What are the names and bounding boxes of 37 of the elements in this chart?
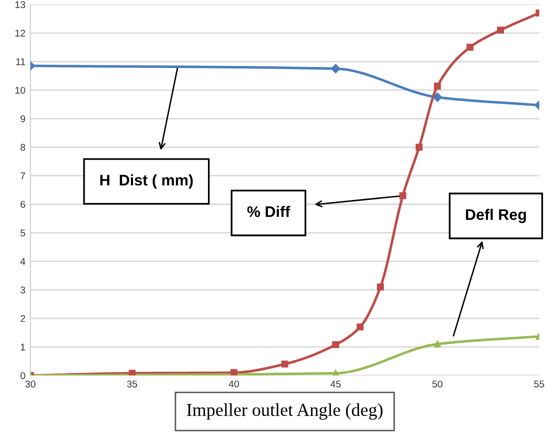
point (356, 323, 364, 330)
point (332, 370, 340, 376)
point (466, 44, 474, 51)
y-tick-label: 9 (20, 115, 26, 122)
y-tick-label: 12 (15, 30, 26, 37)
x-tick-label: 30 (25, 380, 36, 388)
annotation: H Dist ( mm) (100, 174, 193, 189)
y-tick-label: 1 (20, 344, 26, 350)
y-tick-label: 4 (20, 258, 26, 265)
point (281, 360, 288, 368)
point (332, 341, 340, 348)
y-tick-label: 2 (20, 315, 26, 322)
point (399, 192, 406, 200)
x-tick-label: 40 (228, 380, 239, 388)
y-tick-label: 0 (20, 372, 26, 380)
annotation: Defl Reg (466, 208, 526, 224)
point (230, 369, 238, 376)
y-tick-label: 7 (20, 172, 26, 180)
point (376, 284, 384, 290)
point (128, 370, 136, 376)
point (497, 26, 504, 34)
y-tick-label: 8 (20, 144, 26, 151)
y-tick-label: 13 (15, 1, 26, 8)
y-tick-label: 10 (15, 86, 26, 94)
y-tick-label: 11 (16, 58, 26, 66)
y-tick-label: 5 (20, 230, 26, 236)
y-tick-label: 3 (20, 286, 26, 294)
point (434, 82, 441, 90)
x-axis-title: Impeller outlet Angle (deg) (186, 403, 383, 420)
x-tick-label: 50 (432, 380, 442, 388)
point (434, 340, 441, 348)
x-tick-label: 45 (330, 380, 341, 388)
annotation: % Diff (247, 206, 290, 218)
point (416, 144, 423, 151)
y-tick-label: 6 (20, 200, 26, 208)
x-tick-label: 55 (534, 380, 544, 388)
x-tick-label: 35 (127, 380, 138, 388)
